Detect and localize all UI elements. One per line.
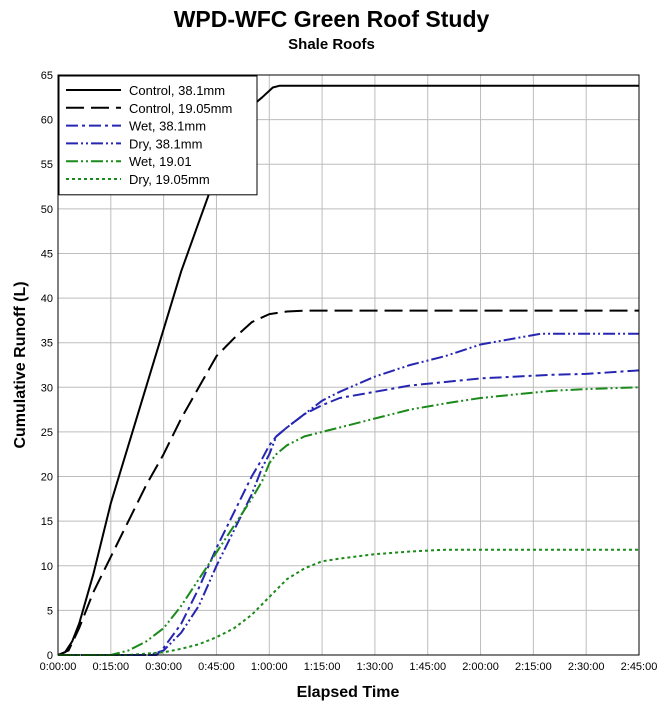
chart-subtitle: Shale Roofs bbox=[288, 36, 375, 53]
legend-label: Wet, 19.01 bbox=[129, 154, 192, 169]
x-tick-label: 0:00:00 bbox=[40, 661, 77, 673]
series-line-4 bbox=[58, 332, 639, 656]
x-tick-label: 1:45:00 bbox=[409, 661, 446, 673]
legend-box bbox=[58, 75, 258, 196]
chart-title: WPD-WFC Green Roof Study bbox=[173, 6, 490, 32]
x-tick-label: 2:15:00 bbox=[515, 661, 552, 673]
y-tick-label: 20 bbox=[41, 472, 53, 484]
y-tick-label: 35 bbox=[41, 338, 53, 350]
y-tick-label: 65 bbox=[41, 70, 53, 82]
x-tick-label: 1:00:00 bbox=[251, 661, 288, 673]
y-tick-label: 60 bbox=[41, 115, 53, 127]
x-tick-label: 0:45:00 bbox=[198, 661, 235, 673]
series-line-2 bbox=[57, 309, 639, 656]
legend-label: Control, 38.1mm bbox=[129, 83, 225, 98]
y-tick-label: 15 bbox=[41, 516, 53, 528]
x-axis-label: Elapsed Time bbox=[297, 684, 400, 701]
x-tick-label: 2:45:00 bbox=[621, 661, 658, 673]
series-line-1 bbox=[57, 84, 639, 656]
legend-label: Wet, 38.1mm bbox=[129, 119, 206, 134]
y-tick-label: 10 bbox=[41, 561, 53, 573]
y-tick-label: 25 bbox=[41, 427, 53, 439]
x-tick-label: 2:30:00 bbox=[568, 661, 605, 673]
y-tick-label: 0 bbox=[47, 650, 53, 662]
x-tick-label: 0:15:00 bbox=[92, 661, 129, 673]
y-axis-ticks: 0 5 10 15 20 25 30 35 40 45 50 55 60 65 bbox=[41, 70, 53, 662]
x-tick-label: 1:30:00 bbox=[357, 661, 394, 673]
legend-label: Control, 19.05mm bbox=[129, 101, 232, 116]
legend-label: Dry, 38.1mm bbox=[129, 136, 202, 151]
x-tick-label: 1:15:00 bbox=[304, 661, 341, 673]
series-line-3 bbox=[58, 369, 640, 656]
y-axis-label: Cumulative Runoff (L) bbox=[12, 281, 29, 448]
y-tick-label: 55 bbox=[41, 159, 53, 171]
series-line-5 bbox=[58, 386, 640, 656]
legend: Control, 38.1mm Control, 19.05mm Wet, 38.1… bbox=[58, 75, 258, 196]
y-tick-label: 40 bbox=[41, 293, 53, 305]
y-tick-label: 50 bbox=[41, 204, 53, 216]
series-group bbox=[57, 84, 640, 656]
plot-border bbox=[57, 74, 640, 656]
y-tick-label: 30 bbox=[41, 382, 53, 394]
legend-label: Dry, 19.05mm bbox=[129, 172, 210, 187]
x-axis-ticks: 0:00:00 0:15:00 0:30:00 0:45:00 1:00:00 1:15:… bbox=[40, 661, 658, 673]
x-tick-label: 2:00:00 bbox=[462, 661, 499, 673]
series-line-6 bbox=[58, 548, 639, 656]
y-tick-label: 45 bbox=[41, 248, 53, 260]
y-tick-label: 5 bbox=[47, 605, 53, 617]
x-tick-label: 0:30:00 bbox=[145, 661, 182, 673]
